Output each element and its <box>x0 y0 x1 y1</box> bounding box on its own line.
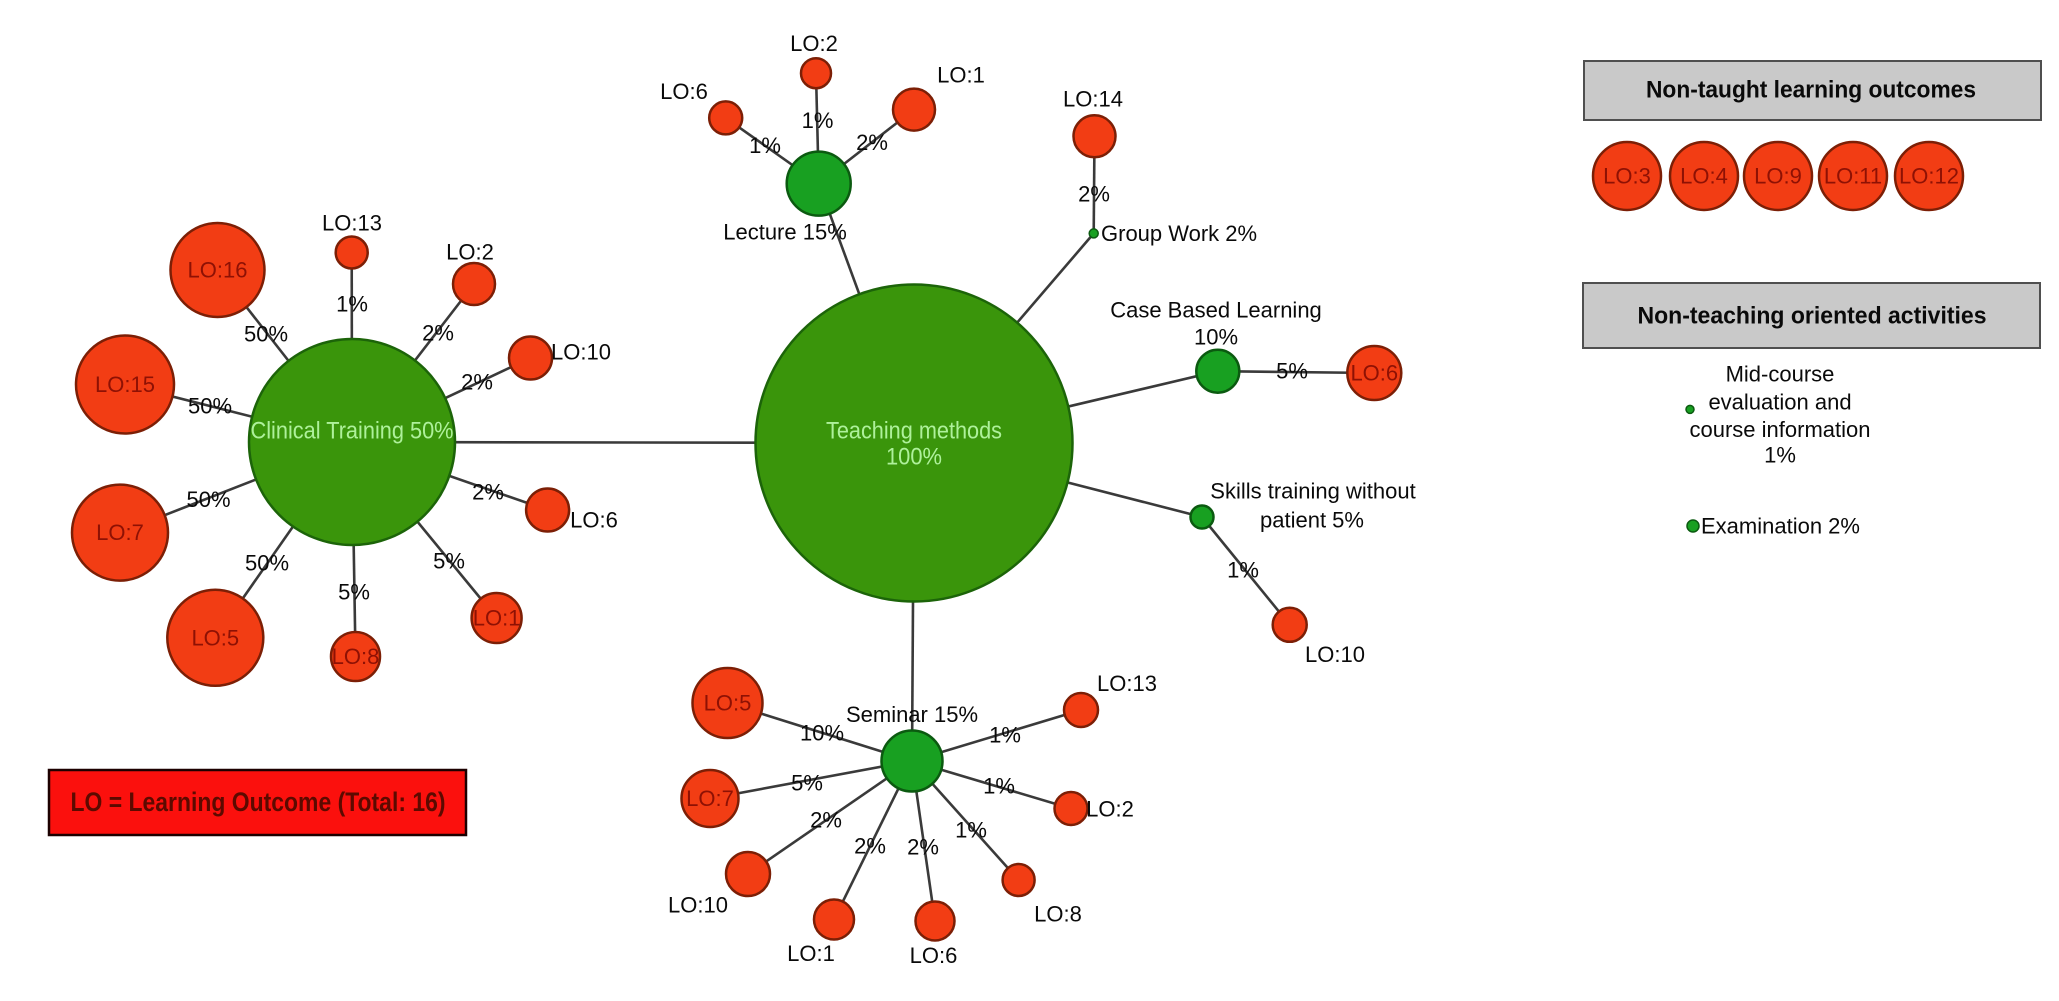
svg-text:Case Based Learning: Case Based Learning <box>1110 298 1322 323</box>
svg-text:Group Work 2%: Group Work 2% <box>1101 221 1257 246</box>
svg-text:LO:5: LO:5 <box>191 625 239 650</box>
svg-text:Non-taught learning outcomes: Non-taught learning outcomes <box>1646 77 1976 104</box>
svg-text:LO:2: LO:2 <box>446 240 494 265</box>
svg-text:LO:8: LO:8 <box>332 644 380 669</box>
svg-text:1%: 1% <box>989 723 1021 748</box>
svg-text:50%: 50% <box>245 551 289 576</box>
svg-text:Lecture 15%: Lecture 15% <box>723 220 847 245</box>
svg-text:LO:10: LO:10 <box>668 893 728 918</box>
svg-text:10%: 10% <box>1194 325 1238 350</box>
svg-text:Clinical Training 50%: Clinical Training 50% <box>251 418 454 445</box>
svg-text:1%: 1% <box>955 818 987 843</box>
svg-text:LO:1: LO:1 <box>473 606 521 631</box>
svg-text:5%: 5% <box>791 771 823 796</box>
svg-text:LO:2: LO:2 <box>790 31 838 56</box>
svg-text:Non-teaching oriented activiti: Non-teaching oriented activities <box>1638 303 1987 330</box>
svg-text:1%: 1% <box>802 108 834 133</box>
svg-text:patient 5%: patient 5% <box>1260 508 1364 533</box>
svg-text:LO:14: LO:14 <box>1063 87 1123 112</box>
svg-text:LO:3: LO:3 <box>1603 164 1651 189</box>
svg-text:10%: 10% <box>800 721 844 746</box>
svg-text:Skills training without: Skills training without <box>1210 479 1415 504</box>
svg-text:1%: 1% <box>1764 443 1796 468</box>
svg-text:LO:6: LO:6 <box>1350 361 1398 386</box>
svg-text:LO:12: LO:12 <box>1899 164 1959 189</box>
svg-text:LO:2: LO:2 <box>1086 797 1134 822</box>
svg-text:Teaching methods: Teaching methods <box>826 418 1002 445</box>
svg-text:LO:7: LO:7 <box>96 520 144 545</box>
svg-text:2%: 2% <box>810 808 842 833</box>
svg-text:LO:1: LO:1 <box>937 63 985 88</box>
svg-text:1%: 1% <box>749 133 781 158</box>
svg-text:1%: 1% <box>983 774 1015 799</box>
svg-text:LO:15: LO:15 <box>95 372 155 397</box>
svg-text:2%: 2% <box>854 834 886 859</box>
svg-text:50%: 50% <box>186 487 230 512</box>
svg-text:LO = Learning Outcome (Total:: LO = Learning Outcome (Total: 16) <box>71 787 446 817</box>
svg-text:Seminar 15%: Seminar 15% <box>846 702 978 727</box>
svg-text:1%: 1% <box>1227 558 1259 583</box>
svg-text:LO:10: LO:10 <box>1305 642 1365 667</box>
svg-text:2%: 2% <box>422 321 454 346</box>
svg-text:LO:16: LO:16 <box>188 258 248 283</box>
svg-text:5%: 5% <box>433 549 465 574</box>
svg-text:LO:6: LO:6 <box>570 508 618 533</box>
svg-text:Mid-course: Mid-course <box>1726 362 1835 387</box>
svg-text:LO:6: LO:6 <box>660 79 708 104</box>
svg-text:LO:13: LO:13 <box>1097 671 1157 696</box>
svg-text:5%: 5% <box>338 580 370 605</box>
svg-text:LO:7: LO:7 <box>686 786 734 811</box>
svg-text:2%: 2% <box>461 370 493 395</box>
svg-text:2%: 2% <box>907 835 939 860</box>
svg-text:50%: 50% <box>188 394 232 419</box>
svg-text:2%: 2% <box>856 130 888 155</box>
svg-text:LO:9: LO:9 <box>1754 164 1802 189</box>
svg-text:LO:5: LO:5 <box>704 691 752 716</box>
svg-text:course information: course information <box>1690 417 1871 442</box>
svg-text:LO:10: LO:10 <box>551 340 611 365</box>
svg-text:2%: 2% <box>472 480 504 505</box>
svg-text:50%: 50% <box>244 322 288 347</box>
svg-text:LO:4: LO:4 <box>1680 164 1728 189</box>
svg-text:LO:13: LO:13 <box>322 211 382 236</box>
svg-text:LO:6: LO:6 <box>910 943 958 968</box>
svg-text:1%: 1% <box>336 292 368 317</box>
svg-text:evaluation and: evaluation and <box>1708 390 1851 415</box>
svg-text:LO:8: LO:8 <box>1034 902 1082 927</box>
svg-text:Examination 2%: Examination 2% <box>1701 514 1860 539</box>
svg-text:LO:11: LO:11 <box>1824 164 1882 189</box>
svg-text:5%: 5% <box>1276 359 1308 384</box>
svg-text:2%: 2% <box>1078 182 1110 207</box>
svg-text:LO:1: LO:1 <box>787 941 835 966</box>
svg-text:100%: 100% <box>886 444 942 471</box>
